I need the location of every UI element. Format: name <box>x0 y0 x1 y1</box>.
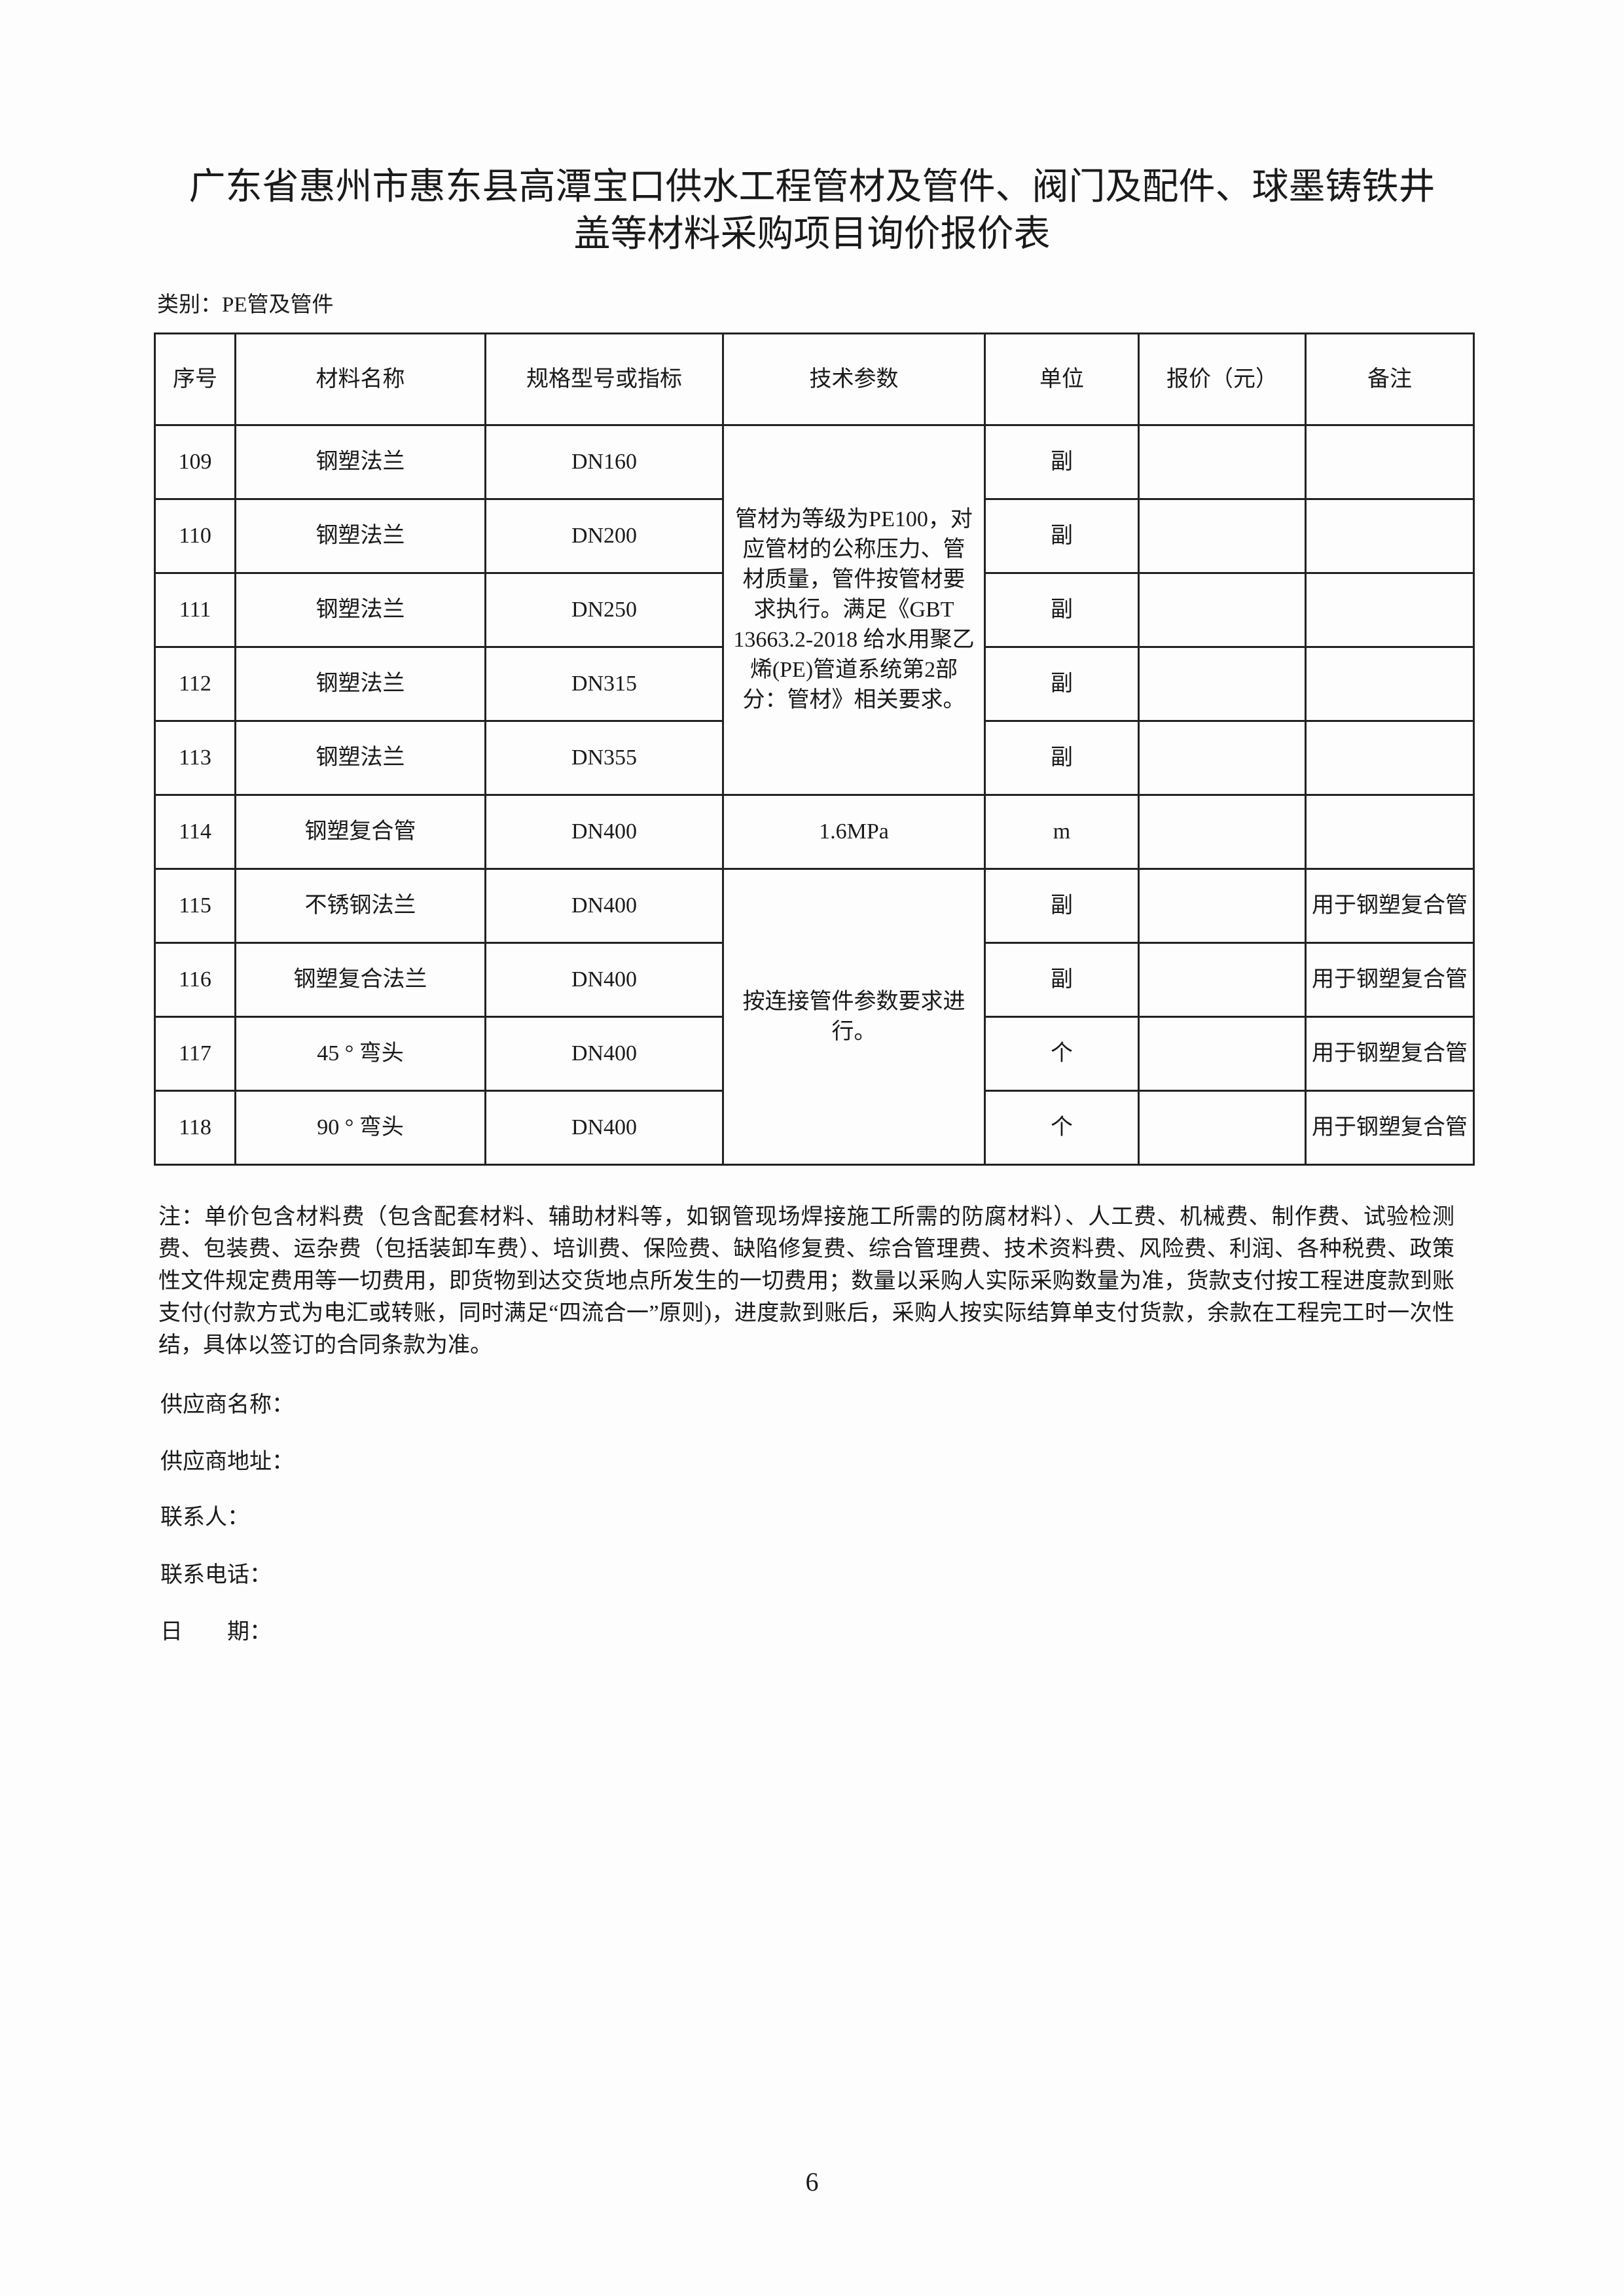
title-line-1: 广东省惠州市惠东县高潭宝口供水工程管材及管件、阀门及配件、球墨铸铁井 <box>189 167 1435 207</box>
header-unit: 单位 <box>984 332 1140 426</box>
cell-price-input[interactable] <box>1138 646 1307 722</box>
cell-unit: 副 <box>984 868 1140 944</box>
cell-unit: 副 <box>984 646 1140 722</box>
table-row: 115 不锈钢法兰 DN400 按连接管件参数要求进行。副用于钢塑复合管 <box>154 868 1475 1166</box>
supplier-address-label: 供应商地址： <box>160 1450 294 1474</box>
cell-spec: DN400 <box>484 794 724 870</box>
cell-price-input[interactable] <box>1138 868 1307 944</box>
cell-unit: 副 <box>984 498 1140 574</box>
cell-no: 116 <box>154 942 236 1018</box>
header-spec: 规格型号或指标 <box>484 332 724 426</box>
cell-remark: 用于钢塑复合管 <box>1305 1090 1475 1166</box>
cell-remark <box>1305 794 1475 870</box>
cell-spec: DN400 <box>484 1016 724 1092</box>
table-row: 113 钢塑法兰 DN355 副 <box>154 720 1475 796</box>
header-price: 报价（元） <box>1138 332 1307 426</box>
cell-unit: 个 <box>984 1090 1140 1166</box>
cell-name: 90 ° 弯头 <box>234 1090 486 1166</box>
cell-name: 不锈钢法兰 <box>234 868 486 944</box>
header-tech: 技术参数 <box>722 332 986 426</box>
cell-remark: 用于钢塑复合管 <box>1305 942 1475 1018</box>
contact-label: 联系人： <box>160 1505 249 1530</box>
cell-price-input[interactable] <box>1138 1016 1307 1092</box>
cell-name: 钢塑法兰 <box>234 646 486 722</box>
cell-name: 45 ° 弯头 <box>234 1016 486 1092</box>
table-row: 109 钢塑法兰 DN160 管材为等级为PE100，对应管材的公称压力、管材质量，管… <box>154 424 1475 796</box>
cell-spec: DN200 <box>484 498 724 574</box>
cell-tech: 1.6MPa <box>722 794 986 870</box>
cell-name: 钢塑法兰 <box>234 424 486 500</box>
cell-tech-merged: 按连接管件参数要求进行。 <box>722 868 986 1166</box>
table-row: 118 90 ° 弯头 DN400 个 用于钢塑复合管 <box>154 1090 1475 1166</box>
cell-no: 111 <box>154 572 236 648</box>
cell-name: 钢塑复合法兰 <box>234 942 486 1018</box>
cell-name: 钢塑法兰 <box>234 720 486 796</box>
cell-price-input[interactable] <box>1138 424 1307 500</box>
cell-no: 113 <box>154 720 236 796</box>
table-row: 112 钢塑法兰 DN315 副 <box>154 646 1475 722</box>
notes: 注：单价包含材料费（包含配套材料、辅助材料等，如钢管现场焊接施工所需的防腐材料）… <box>158 1205 1454 1357</box>
cell-remark: 用于钢塑复合管 <box>1305 1016 1475 1092</box>
cell-no: 114 <box>154 794 236 870</box>
phone-label: 联系电话： <box>160 1563 272 1587</box>
cell-unit: 副 <box>984 572 1140 648</box>
cell-no: 115 <box>154 868 236 944</box>
cell-spec: DN315 <box>484 646 724 722</box>
cell-price-input[interactable] <box>1138 942 1307 1018</box>
supplier-name-label: 供应商名称： <box>160 1393 294 1417</box>
cell-remark: 用于钢塑复合管 <box>1305 868 1475 944</box>
header-remark: 备注 <box>1305 332 1475 426</box>
category-label: 类别：PE管及管件 <box>157 293 334 317</box>
cell-spec: DN400 <box>484 942 724 1018</box>
cell-remark <box>1305 720 1475 796</box>
table-row: 116 钢塑复合法兰 DN400 副 用于钢塑复合管 <box>154 942 1475 1018</box>
title-line-2: 盖等材料采购项目询价报价表 <box>573 214 1051 255</box>
cell-no: 109 <box>154 424 236 500</box>
cell-remark <box>1305 646 1475 722</box>
cell-price-input[interactable] <box>1138 1090 1307 1166</box>
cell-no: 117 <box>154 1016 236 1092</box>
quote-table: 序号 材料名称 规格型号或指标 技术参数 单位 报价（元） 备注 109 钢塑法兰… <box>154 332 1475 1166</box>
cell-price-input[interactable] <box>1138 720 1307 796</box>
header-name: 材料名称 <box>234 332 486 426</box>
cell-remark <box>1305 498 1475 574</box>
table-row: 110 钢塑法兰 DN200 副 <box>154 498 1475 574</box>
cell-price-input[interactable] <box>1138 794 1307 870</box>
cell-unit: m <box>984 794 1140 870</box>
cell-remark <box>1305 424 1475 500</box>
page-title: 广东省惠州市惠东县高潭宝口供水工程管材及管件、阀门及配件、球墨铸铁井 盖等材料采… <box>131 164 1493 258</box>
cell-name: 钢塑法兰 <box>234 498 486 574</box>
page-number: 6 <box>805 2167 819 2197</box>
cell-spec: DN355 <box>484 720 724 796</box>
cell-unit: 副 <box>984 424 1140 500</box>
table-row: 111 钢塑法兰 DN250 副 <box>154 572 1475 648</box>
cell-name: 钢塑法兰 <box>234 572 486 648</box>
header-no: 序号 <box>154 332 236 426</box>
cell-tech-merged: 管材为等级为PE100，对应管材的公称压力、管材质量，管件按管材要求执行。满足《… <box>722 424 986 796</box>
cell-remark <box>1305 572 1475 648</box>
cell-spec: DN400 <box>484 868 724 944</box>
cell-spec: DN400 <box>484 1090 724 1166</box>
cell-price-input[interactable] <box>1138 498 1307 574</box>
cell-no: 112 <box>154 646 236 722</box>
table-row: 117 45 ° 弯头 DN400 个 用于钢塑复合管 <box>154 1016 1475 1092</box>
cell-unit: 副 <box>984 942 1140 1018</box>
cell-spec: DN250 <box>484 572 724 648</box>
cell-no: 110 <box>154 498 236 574</box>
cell-name: 钢塑复合管 <box>234 794 486 870</box>
cell-no: 118 <box>154 1090 236 1166</box>
table-header-row: 序号 材料名称 规格型号或指标 技术参数 单位 报价（元） 备注 <box>154 332 1475 426</box>
cell-spec: DN160 <box>484 424 724 500</box>
cell-price-input[interactable] <box>1138 572 1307 648</box>
cell-unit: 个 <box>984 1016 1140 1092</box>
table-row: 114 钢塑复合管 DN400 1.6MPa m <box>154 794 1475 870</box>
cell-unit: 副 <box>984 720 1140 796</box>
date-label: 日 期： <box>160 1620 272 1644</box>
